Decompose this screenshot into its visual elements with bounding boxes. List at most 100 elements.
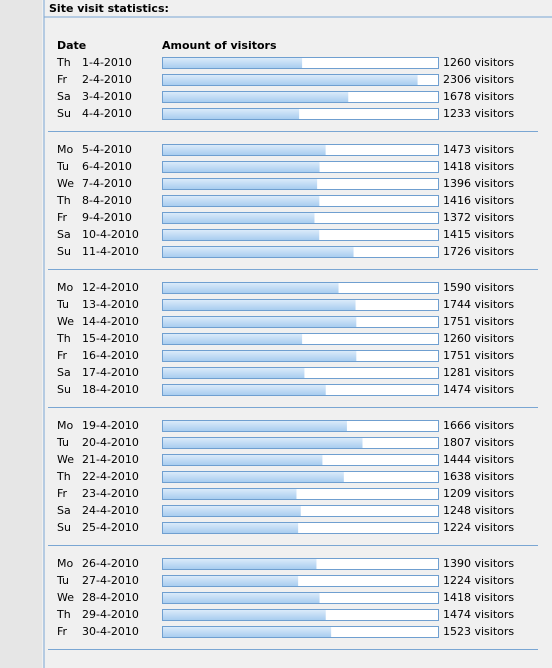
bar xyxy=(163,247,354,257)
day: Su xyxy=(57,107,71,120)
date: 21-4-2010 xyxy=(82,453,139,466)
day: Tu xyxy=(56,160,69,173)
bar xyxy=(163,489,297,499)
day: Th xyxy=(56,470,71,483)
date: 5-4-2010 xyxy=(82,143,132,156)
visitors: 1418 visitors xyxy=(443,591,514,604)
visitors: 1390 visitors xyxy=(443,557,514,570)
day: Th xyxy=(56,56,71,69)
date: 8-4-2010 xyxy=(82,194,132,207)
bar xyxy=(163,317,357,327)
left-gutter xyxy=(0,0,42,668)
day: Su xyxy=(57,521,71,534)
bar xyxy=(163,593,320,603)
visitors: 1260 visitors xyxy=(443,56,514,69)
date: 15-4-2010 xyxy=(82,332,139,345)
day: Fr xyxy=(57,349,68,362)
date: 25-4-2010 xyxy=(82,521,139,534)
visitors: 1224 visitors xyxy=(443,521,514,534)
bar xyxy=(163,58,303,68)
date: 28-4-2010 xyxy=(82,591,139,604)
day: Th xyxy=(56,332,71,345)
visitors: 1807 visitors xyxy=(443,436,514,449)
visitors: 1473 visitors xyxy=(443,143,514,156)
bar xyxy=(163,523,299,533)
day: Mo xyxy=(57,143,73,156)
visitors: 1248 visitors xyxy=(443,504,514,517)
date: 27-4-2010 xyxy=(82,574,139,587)
visitors: 1751 visitors xyxy=(443,315,514,328)
visitors: 1416 visitors xyxy=(443,194,514,207)
date: 11-4-2010 xyxy=(82,245,139,258)
day: Mo xyxy=(57,419,73,432)
visitors: 1726 visitors xyxy=(443,245,514,258)
bar xyxy=(163,455,323,465)
bar xyxy=(163,300,356,310)
day: We xyxy=(57,315,74,328)
date: 12-4-2010 xyxy=(82,281,139,294)
visitors: 1233 visitors xyxy=(443,107,514,120)
date: 18-4-2010 xyxy=(82,383,139,396)
bar xyxy=(163,75,418,85)
visitors: 1281 visitors xyxy=(443,366,514,379)
bar xyxy=(163,351,357,361)
bar-track xyxy=(162,488,439,500)
visitors: 1260 visitors xyxy=(443,332,514,345)
bar xyxy=(163,145,326,155)
bar xyxy=(163,385,326,395)
date: 22-4-2010 xyxy=(82,470,139,483)
visitors: 1751 visitors xyxy=(443,349,514,362)
visitors: 1523 visitors xyxy=(443,625,514,638)
day: Mo xyxy=(57,557,73,570)
day: Tu xyxy=(56,436,69,449)
day: Sa xyxy=(57,90,71,103)
day: Th xyxy=(56,608,71,621)
date: 3-4-2010 xyxy=(82,90,132,103)
bar xyxy=(163,559,317,569)
date: 14-4-2010 xyxy=(82,315,139,328)
day: Tu xyxy=(56,574,69,587)
bar xyxy=(163,610,326,620)
bar-track xyxy=(162,108,439,120)
day: Fr xyxy=(57,73,68,86)
visitors: 1638 visitors xyxy=(443,470,514,483)
day: We xyxy=(57,177,74,190)
day: We xyxy=(57,591,74,604)
bar xyxy=(163,334,303,344)
date: 4-4-2010 xyxy=(82,107,132,120)
bar xyxy=(163,368,305,378)
date: 30-4-2010 xyxy=(82,625,139,638)
bar xyxy=(163,472,344,482)
day: Su xyxy=(57,245,71,258)
bar xyxy=(163,283,339,293)
date-header: Date xyxy=(57,39,86,52)
bar xyxy=(163,109,300,119)
date: 7-4-2010 xyxy=(82,177,132,190)
date: 20-4-2010 xyxy=(82,436,139,449)
date: 26-4-2010 xyxy=(82,557,139,570)
bar xyxy=(163,162,320,172)
bar xyxy=(163,179,318,189)
bar xyxy=(163,213,315,223)
visitors: 1418 visitors xyxy=(443,160,514,173)
visitors: 1474 visitors xyxy=(443,608,514,621)
day: Tu xyxy=(56,298,69,311)
day: Fr xyxy=(57,211,68,224)
day: Su xyxy=(57,383,71,396)
date: 16-4-2010 xyxy=(82,349,139,362)
date: 17-4-2010 xyxy=(82,366,139,379)
day: Sa xyxy=(57,228,71,241)
panel-title: Site visit statistics: xyxy=(49,2,169,15)
visitors: 1678 visitors xyxy=(443,90,514,103)
date: 23-4-2010 xyxy=(82,487,139,500)
date: 6-4-2010 xyxy=(82,160,132,173)
day: Mo xyxy=(57,281,73,294)
date: 10-4-2010 xyxy=(82,228,139,241)
day: Fr xyxy=(57,487,68,500)
day: Fr xyxy=(57,625,68,638)
bar xyxy=(163,196,320,206)
date: 2-4-2010 xyxy=(82,73,132,86)
visitors: 1209 visitors xyxy=(443,487,514,500)
